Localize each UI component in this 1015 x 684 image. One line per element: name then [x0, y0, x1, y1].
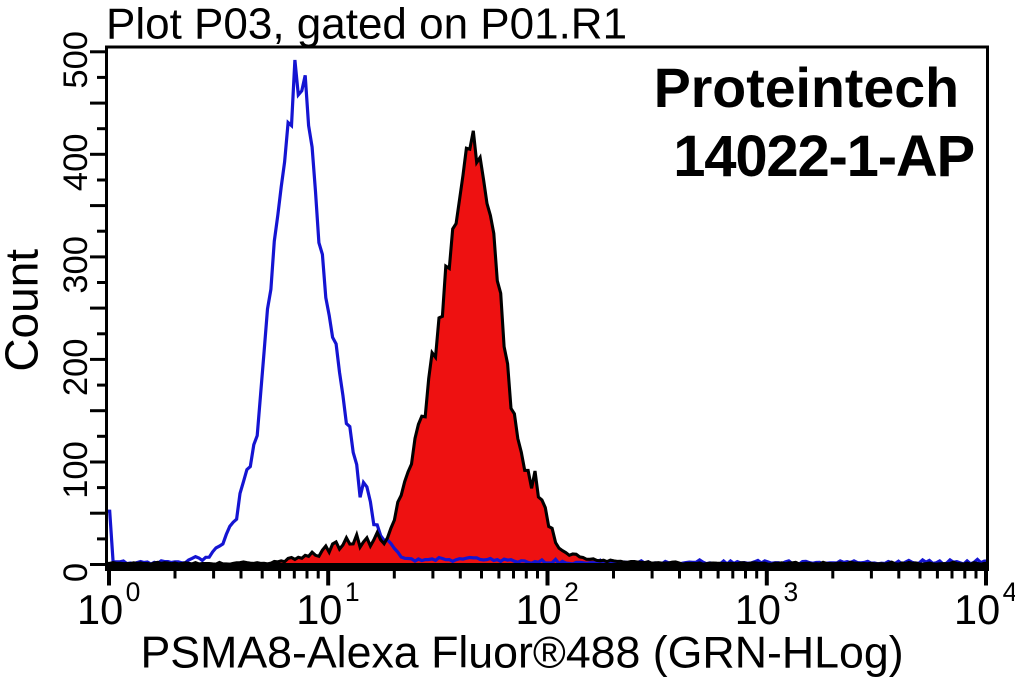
svg-text:PSMA8-Alexa Fluor®488 (GRN-HLo: PSMA8-Alexa Fluor®488 (GRN-HLog)	[141, 628, 904, 677]
svg-text:Proteintech: Proteintech	[654, 57, 959, 119]
svg-text:400: 400	[57, 134, 95, 192]
svg-text:0: 0	[57, 563, 95, 582]
svg-text:Plot P03, gated on P01.R1: Plot P03, gated on P01.R1	[106, 0, 627, 48]
svg-text:Count: Count	[0, 249, 48, 372]
svg-text:500: 500	[57, 31, 95, 89]
svg-text:200: 200	[57, 339, 95, 397]
svg-text:300: 300	[57, 236, 95, 294]
svg-text:14022-1-AP: 14022-1-AP	[673, 124, 974, 189]
svg-text:100: 100	[57, 441, 95, 499]
